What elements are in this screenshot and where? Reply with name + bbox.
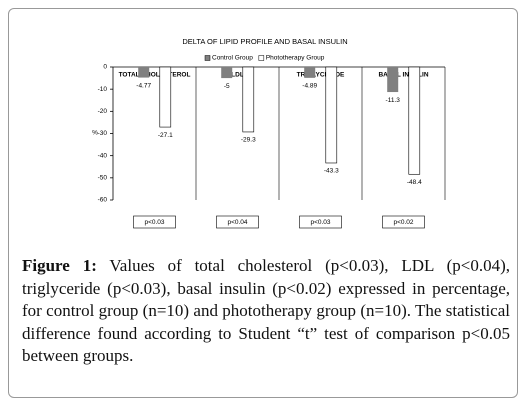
value-label: -29.3 bbox=[241, 137, 256, 144]
y-tick-label: 0 bbox=[103, 64, 107, 71]
annotation-box bbox=[216, 215, 259, 229]
category-label: TRIGLYCERIDE bbox=[297, 72, 345, 79]
y-tick-label: -50 bbox=[98, 175, 108, 182]
value-label: -5 bbox=[224, 83, 230, 90]
legend-label: Phototherapy Group bbox=[266, 55, 325, 62]
bar bbox=[325, 66, 338, 164]
chart: DELTA OF LIPID PROFILE AND BASAL INSULIN… bbox=[92, 37, 446, 229]
legend-swatch bbox=[258, 55, 265, 61]
y-tick-label: -20 bbox=[98, 108, 108, 115]
legend-swatch bbox=[204, 55, 211, 61]
annotation-box bbox=[382, 215, 425, 229]
category-label: LDL bbox=[231, 72, 244, 79]
bar bbox=[221, 67, 233, 79]
annotation: p<0.04 bbox=[227, 219, 247, 226]
chart-title: DELTA OF LIPID PROFILE AND BASAL INSULIN bbox=[182, 37, 347, 46]
annotation: p<0.03 bbox=[144, 219, 164, 226]
category-label: TOTAL CHOLESTEROL bbox=[119, 72, 191, 79]
caption: Figure 1: Values of total cholesterol (p… bbox=[22, 255, 510, 368]
bar bbox=[242, 66, 255, 133]
annotation: p<0.03 bbox=[310, 219, 330, 226]
y-tick-label: -10 bbox=[98, 86, 108, 93]
caption-label: Figure 1: bbox=[22, 256, 97, 275]
value-label: -11.3 bbox=[386, 97, 401, 104]
bar bbox=[159, 66, 172, 128]
y-tick-label: -60 bbox=[98, 197, 108, 204]
bar bbox=[138, 67, 150, 78]
value-label: -27.1 bbox=[158, 132, 173, 139]
annotation-box bbox=[299, 215, 342, 229]
category-label: BASAL INSULIN bbox=[378, 72, 428, 79]
value-label: -4.89 bbox=[302, 83, 317, 90]
value-label: -48.4 bbox=[407, 179, 422, 186]
bar bbox=[408, 66, 421, 175]
y-tick-label: -30 bbox=[98, 130, 108, 137]
bar bbox=[387, 67, 399, 93]
y-tick-label: -40 bbox=[98, 152, 108, 159]
annotation-box bbox=[133, 215, 176, 229]
annotation: p<0.02 bbox=[393, 219, 413, 226]
figure-frame bbox=[8, 8, 518, 398]
y-axis-label: % bbox=[92, 130, 98, 137]
bar bbox=[304, 67, 316, 78]
value-label: -4.77 bbox=[136, 82, 151, 89]
value-label: -43.3 bbox=[324, 168, 339, 175]
legend-label: Control Group bbox=[212, 55, 253, 62]
caption-text: Values of total cholesterol (p<0.03), LD… bbox=[22, 256, 510, 365]
